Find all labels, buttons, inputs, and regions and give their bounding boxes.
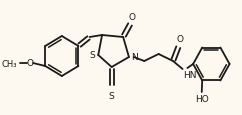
Text: N: N: [131, 53, 138, 62]
Text: HN: HN: [183, 70, 197, 79]
Text: CH₃: CH₃: [1, 59, 17, 68]
Text: S: S: [90, 51, 95, 60]
Text: O: O: [27, 59, 34, 68]
Text: O: O: [128, 13, 135, 22]
Text: S: S: [109, 91, 114, 100]
Text: O: O: [176, 35, 183, 44]
Text: HO: HO: [195, 94, 209, 103]
